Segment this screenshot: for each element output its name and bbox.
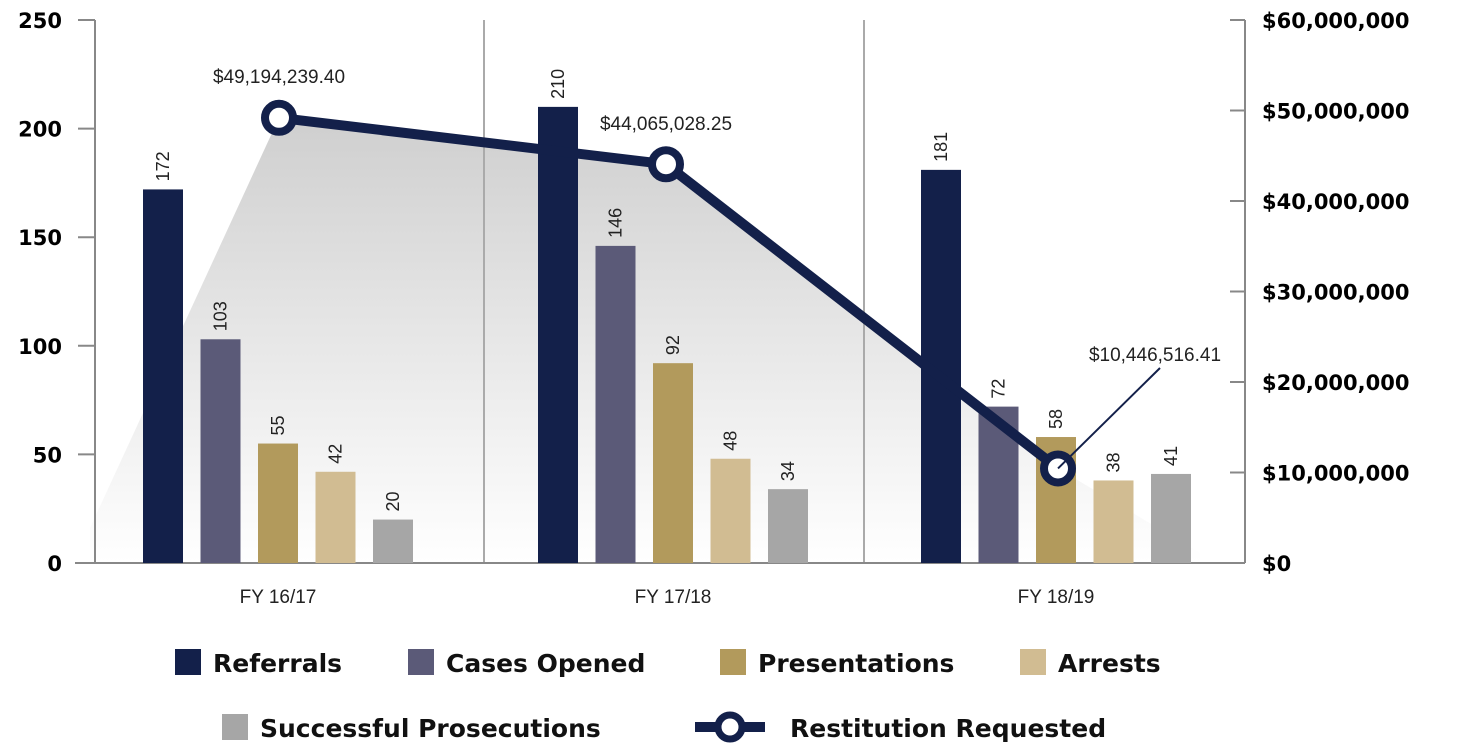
bar-value-label: 146 — [606, 208, 626, 238]
legend-swatch — [1020, 649, 1046, 675]
restitution-point — [261, 99, 297, 136]
bar-value-label: 181 — [931, 132, 951, 162]
bar-value-label: 72 — [989, 379, 1009, 399]
bar-arrests — [710, 458, 751, 563]
y-right-tick-label: $30,000,000 — [1262, 281, 1409, 305]
legend-label: Restitution Requested — [790, 714, 1106, 743]
restitution-value-label: $49,194,239.40 — [213, 67, 345, 88]
bar-value-label: 38 — [1104, 452, 1124, 472]
x-tick-label: FY 16/17 — [240, 587, 317, 608]
bar-value-label: 20 — [383, 492, 403, 512]
restitution-point — [648, 146, 684, 183]
y-right-tick-label: $60,000,000 — [1262, 9, 1409, 33]
y-left-tick-label: 100 — [18, 335, 62, 359]
bar-cases-opened — [200, 339, 241, 563]
bar-value-label: 210 — [548, 69, 568, 99]
legend-label: Arrests — [1058, 649, 1161, 678]
restitution-area-shading — [90, 117, 1200, 564]
y-right-tick-label: $40,000,000 — [1262, 190, 1409, 214]
y-right-tick-label: $50,000,000 — [1262, 100, 1409, 124]
y-left-tick-label: 0 — [47, 552, 62, 576]
restitution-value-label: $10,446,516.41 — [1089, 345, 1221, 366]
legend-label: Presentations — [758, 649, 954, 678]
y-right-tick-label: $0 — [1262, 552, 1291, 576]
bar-arrests — [1093, 480, 1134, 563]
restitution-label-leader — [1057, 367, 1161, 470]
bar-value-label: 58 — [1046, 409, 1066, 429]
bar-value-label: 55 — [268, 416, 288, 436]
bar-value-label: 48 — [721, 431, 741, 451]
bar-value-label: 172 — [153, 151, 173, 181]
bar-cases-opened — [595, 245, 636, 563]
restitution-value-label: $44,065,028.25 — [600, 114, 732, 135]
legend-swatch — [175, 649, 201, 675]
legend-line-marker — [714, 711, 746, 743]
bar-presentations — [653, 363, 693, 563]
x-tick-label: FY 18/19 — [1018, 587, 1095, 608]
bar-value-label: 42 — [326, 444, 346, 464]
bar-presentations — [258, 443, 298, 563]
legend-label: Cases Opened — [446, 649, 645, 678]
bar-arrests — [315, 471, 356, 563]
legend-swatch — [222, 714, 248, 740]
bar-successful-prosecutions — [373, 519, 413, 563]
bar-successful-prosecutions — [1151, 473, 1191, 563]
bar-value-label: 34 — [778, 461, 798, 481]
legend-swatch — [408, 649, 434, 675]
bar-referrals — [143, 189, 183, 563]
y-left-tick-label: 250 — [18, 9, 62, 33]
bar-referrals — [538, 106, 578, 563]
legend-label: Successful Prosecutions — [260, 714, 601, 743]
bar-value-label: 92 — [663, 335, 683, 355]
y-left-tick-label: 200 — [18, 118, 62, 142]
bar-value-label: 103 — [211, 301, 231, 331]
legend-label: Referrals — [213, 649, 342, 678]
bar-successful-prosecutions — [768, 489, 808, 563]
y-right-tick-label: $20,000,000 — [1262, 371, 1409, 395]
y-left-tick-label: 150 — [18, 226, 62, 250]
legend-swatch — [720, 649, 746, 675]
y-left-tick-label: 50 — [33, 443, 62, 467]
bar-value-label: 41 — [1161, 446, 1181, 466]
y-right-tick-label: $10,000,000 — [1262, 462, 1409, 486]
x-tick-label: FY 17/18 — [635, 587, 712, 608]
